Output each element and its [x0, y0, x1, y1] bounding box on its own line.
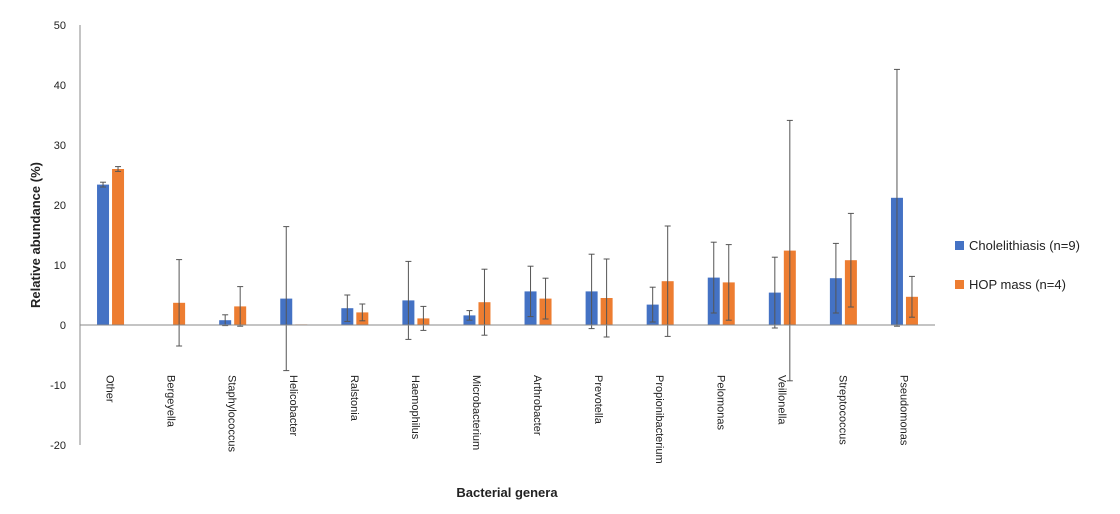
category-label: Other [104, 375, 116, 403]
y-tick-label: -20 [50, 440, 66, 452]
category-label: Helicobacter [287, 375, 299, 436]
legend-label-hop-mass: HOP mass (n=4) [969, 277, 1066, 292]
category-label: Prevotella [592, 375, 604, 425]
bar [112, 169, 125, 325]
y-tick-label: 50 [54, 20, 66, 32]
category-label: Propionibacterium [653, 375, 665, 464]
category-label: Arthrobacter [531, 375, 543, 436]
y-tick-label: 20 [54, 200, 66, 212]
y-tick-label: 40 [54, 80, 66, 92]
y-tick-label: 10 [54, 260, 66, 272]
category-label: Ralstonia [348, 375, 360, 422]
y-tick-label: 30 [54, 140, 66, 152]
y-tick-label: 0 [60, 320, 66, 332]
legend-swatch-hop-mass [955, 280, 964, 289]
category-label: Pelomonas [714, 375, 726, 431]
y-axis-title: Relative abundance (%) [28, 162, 43, 308]
legend-label-cholelithiasis: Cholelithiasis (n=9) [969, 238, 1080, 253]
category-label: Bergeyella [165, 375, 177, 428]
category-label: Microbacterium [470, 375, 482, 450]
x-axis-title: Bacterial genera [456, 485, 558, 500]
category-label: Staphylococcus [226, 375, 238, 453]
bars [97, 169, 918, 326]
category-label: Pseudomonas [897, 375, 909, 446]
legend: Cholelithiasis (n=9) HOP mass (n=4) [955, 238, 1080, 292]
error-bars [100, 68, 915, 382]
category-label: Streptococcus [836, 375, 848, 445]
category-label: Veillonella [775, 375, 787, 425]
y-tick-label: -10 [50, 380, 66, 392]
y-axis-ticks: 50 40 30 20 10 0 -10 -20 [50, 20, 66, 452]
category-label: Haemophilus [409, 375, 421, 440]
bar [97, 184, 110, 325]
category-labels: Other Bergeyella Staphylococcus Helicobacte… [104, 375, 910, 464]
legend-swatch-cholelithiasis [955, 241, 964, 250]
